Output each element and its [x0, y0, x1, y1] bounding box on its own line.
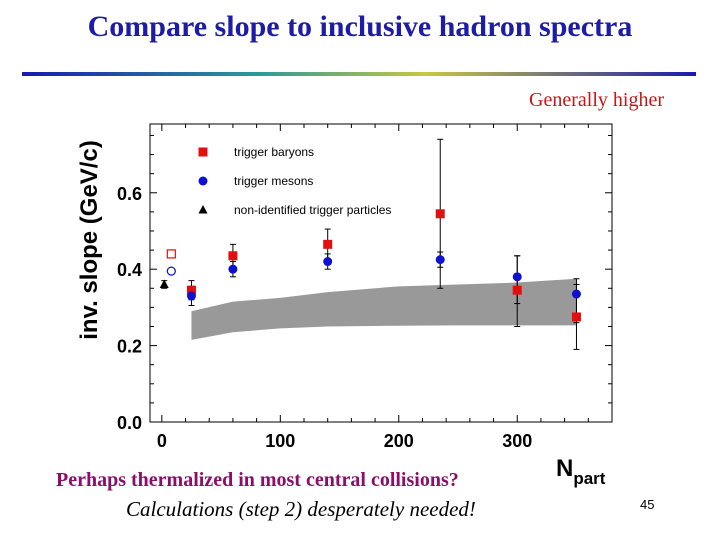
slide-title: Compare slope to inclusive hadron spectr…	[87, 10, 633, 43]
point-series-1	[435, 209, 445, 219]
point-series-2	[228, 264, 238, 274]
point-series-1	[228, 251, 238, 261]
legend-marker-1	[198, 147, 208, 157]
y-tick-label: 0.2	[117, 337, 142, 357]
legend-label-3: non-identified trigger particles	[234, 203, 391, 217]
plot-border	[149, 123, 613, 423]
point-series-1	[571, 312, 581, 322]
data-markers	[159, 209, 581, 322]
legend-label-2: trigger mesons	[234, 174, 313, 188]
point-series-1	[186, 285, 196, 295]
legend-marker-2	[198, 176, 208, 186]
legend: trigger baryons trigger mesons non-identif…	[198, 145, 391, 217]
point-series-2	[186, 291, 196, 301]
point-series-2	[435, 255, 445, 265]
generally-higher-note: Generally higher	[529, 89, 664, 111]
x-tick-label: 100	[265, 431, 295, 451]
y-tick-label: 0.6	[117, 184, 142, 204]
x-axis-title-sub: part	[573, 469, 605, 488]
point-series-1	[512, 285, 522, 295]
legend-marker-3	[198, 205, 208, 214]
point-series-2	[571, 289, 581, 299]
point-series-3	[159, 279, 169, 288]
model-band	[191, 278, 577, 340]
plot-frame: 0 100 200 300 0.0 0.2 0.4 0.6	[117, 123, 613, 451]
calculations-note: Calculations (step 2) desperately needed…	[126, 497, 476, 521]
y-tick-label: 0.4	[117, 260, 142, 280]
legend-label-1: trigger baryons	[234, 145, 314, 159]
thermalized-question: Perhaps thermalized in most central coll…	[56, 469, 459, 491]
model-band-layer	[191, 278, 577, 340]
x-tick-label: 300	[502, 431, 532, 451]
point-series-2	[512, 272, 522, 282]
reference-point	[166, 249, 176, 259]
point-series-1	[323, 239, 333, 249]
y-axis-title: inv. slope (GeV/c)	[76, 140, 103, 340]
title-underline	[22, 72, 696, 76]
x-tick-label: 200	[384, 431, 414, 451]
x-axis-title: Npart	[556, 455, 606, 488]
x-axis-title-main: N	[556, 455, 573, 482]
x-tick-label: 0	[157, 431, 167, 451]
axis-labels: inv. slope (GeV/c) Npart	[76, 140, 606, 488]
y-tick-label: 0.0	[117, 413, 142, 433]
page-number: 45	[640, 497, 655, 512]
point-series-2	[323, 257, 333, 267]
reference-point	[166, 266, 176, 276]
